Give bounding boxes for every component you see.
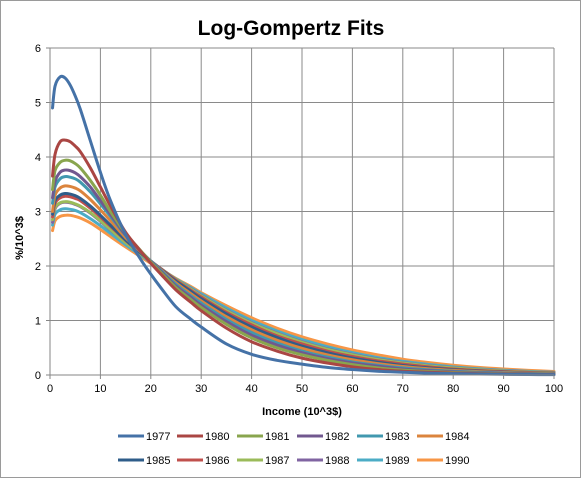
- x-tick-label-10: 100: [545, 383, 563, 395]
- legend-item-1982: 1982: [297, 431, 349, 443]
- y-axis-title: %/10^3$: [14, 216, 26, 260]
- y-tick-label-2: 2: [35, 261, 41, 273]
- y-tick-label-3: 3: [35, 207, 41, 219]
- x-tick-label-7: 70: [397, 383, 409, 395]
- legend-label-1990: 1990: [445, 455, 469, 467]
- y-tick-label-1: 1: [35, 316, 41, 328]
- legend-item-1981: 1981: [237, 431, 289, 443]
- x-tick-label-3: 30: [195, 383, 207, 395]
- legend-label-1987: 1987: [265, 455, 289, 467]
- legend-label-1986: 1986: [205, 455, 229, 467]
- x-tick-label-0: 0: [47, 383, 53, 395]
- legend: 1977 1980 1981 1982 1983 1984 1985 1986 1987 1988…: [118, 431, 469, 467]
- series-line-1977: [51, 74, 556, 377]
- y-tick-label-0: 0: [35, 370, 41, 382]
- y-tick-label-4: 4: [35, 152, 41, 164]
- series-layer: [51, 74, 556, 377]
- x-tick-label-9: 90: [497, 383, 509, 395]
- x-tick-label-4: 40: [245, 383, 257, 395]
- legend-item-1988: 1988: [297, 455, 349, 467]
- legend-label-1984: 1984: [445, 431, 469, 443]
- legend-item-1986: 1986: [177, 455, 229, 467]
- legend-item-1983: 1983: [357, 431, 409, 443]
- legend-item-1977: 1977: [118, 431, 170, 443]
- x-axis-title: Income (10^3$): [262, 406, 342, 418]
- legend-item-1984: 1984: [417, 431, 469, 443]
- legend-item-1980: 1980: [177, 431, 229, 443]
- legend-item-1989: 1989: [357, 455, 409, 467]
- y-tick-label-6: 6: [35, 43, 41, 55]
- legend-item-1985: 1985: [118, 455, 170, 467]
- x-tick-label-8: 80: [447, 383, 459, 395]
- legend-label-1988: 1988: [325, 455, 349, 467]
- chart-title: Log-Gompertz Fits: [198, 17, 385, 40]
- legend-label-1977: 1977: [146, 431, 170, 443]
- legend-label-1981: 1981: [265, 431, 289, 443]
- x-tick-label-1: 10: [94, 383, 106, 395]
- x-tick-label-5: 50: [296, 383, 308, 395]
- x-tick-label-2: 20: [145, 383, 157, 395]
- legend-label-1985: 1985: [146, 455, 170, 467]
- y-tick-label-5: 5: [35, 98, 41, 110]
- legend-item-1990: 1990: [417, 455, 469, 467]
- legend-item-1987: 1987: [237, 455, 289, 467]
- x-tick-label-6: 60: [346, 383, 358, 395]
- legend-label-1989: 1989: [385, 455, 409, 467]
- legend-label-1980: 1980: [205, 431, 229, 443]
- legend-label-1983: 1983: [385, 431, 409, 443]
- legend-label-1982: 1982: [325, 431, 349, 443]
